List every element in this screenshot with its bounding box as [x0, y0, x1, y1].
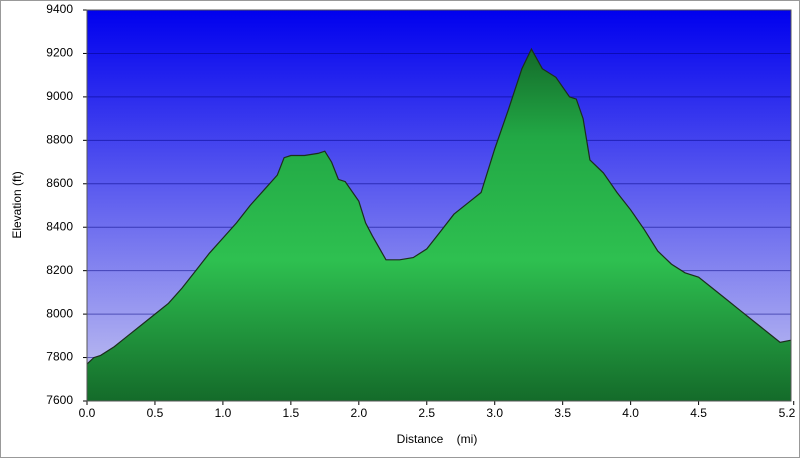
y-tick-label: 9400: [46, 2, 73, 16]
y-tick-label: 9000: [46, 89, 73, 103]
x-tick-label: 2.0: [350, 406, 367, 420]
y-tick-label: 8800: [46, 133, 73, 147]
x-tick-label: 0.0: [79, 406, 96, 420]
area-fill: [87, 49, 791, 401]
y-tick-label: 7600: [46, 393, 73, 407]
x-tick-label: 1.5: [283, 406, 300, 420]
y-tick-label: 8400: [46, 219, 73, 233]
y-tick-label: 8200: [46, 263, 73, 277]
x-tick-label: 3.0: [486, 406, 503, 420]
y-tick-label: 7800: [46, 350, 73, 364]
x-tick-label: 3.5: [554, 406, 571, 420]
elevation-line: [86, 47, 792, 365]
y-tick-label: 8600: [46, 176, 73, 190]
y-tick-label: 8000: [46, 306, 73, 320]
x-tick-label: 5.2: [779, 406, 796, 420]
x-tick-label: 0.5: [147, 406, 164, 420]
y-axis-label: Elevation (ft): [10, 171, 24, 238]
x-tick-label: 4.5: [690, 406, 707, 420]
x-axis-label: Distance (mi): [397, 432, 478, 446]
x-tick-label: 1.0: [215, 406, 232, 420]
plot-border: [86, 9, 792, 402]
x-tick-label: 2.5: [418, 406, 435, 420]
x-tick-label: 4.0: [622, 406, 639, 420]
y-tick-label: 9200: [46, 46, 73, 60]
